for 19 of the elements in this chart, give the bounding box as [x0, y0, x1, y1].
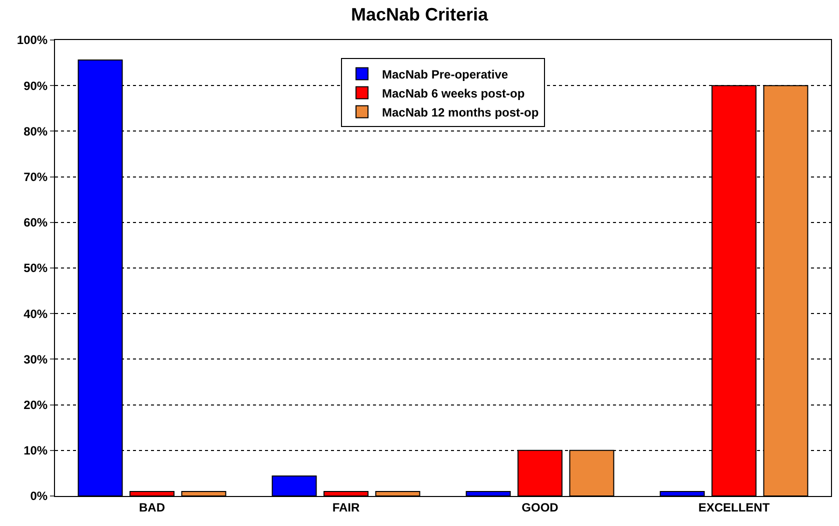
y-tick-label: 50%: [24, 261, 48, 276]
legend-label: MacNab Pre-operative: [382, 67, 508, 82]
y-tick-label: 0%: [30, 489, 48, 504]
y-tick-label: 40%: [24, 306, 48, 321]
chart-title: MacNab Criteria: [350, 4, 490, 24]
y-tick-label: 60%: [24, 216, 48, 230]
y-tick-label: 30%: [24, 352, 48, 366]
y-tick-label: 80%: [24, 124, 48, 138]
y-tick-label: 10%: [24, 444, 48, 458]
x-tick-label: GOOD: [522, 500, 559, 514]
x-tick-label: EXCELLENT: [698, 500, 770, 514]
legend-label: MacNab 6 weeks post-op: [382, 86, 525, 100]
legend-label: MacNab 12 months post-op: [382, 105, 539, 120]
y-tick-label: 90%: [24, 78, 48, 93]
y-tick-label: 100%: [16, 33, 48, 48]
y-tick-label: 70%: [24, 170, 48, 184]
y-tick-label: 20%: [24, 398, 48, 412]
x-tick-label: BAD: [139, 500, 166, 514]
x-tick-label: FAIR: [332, 500, 360, 514]
